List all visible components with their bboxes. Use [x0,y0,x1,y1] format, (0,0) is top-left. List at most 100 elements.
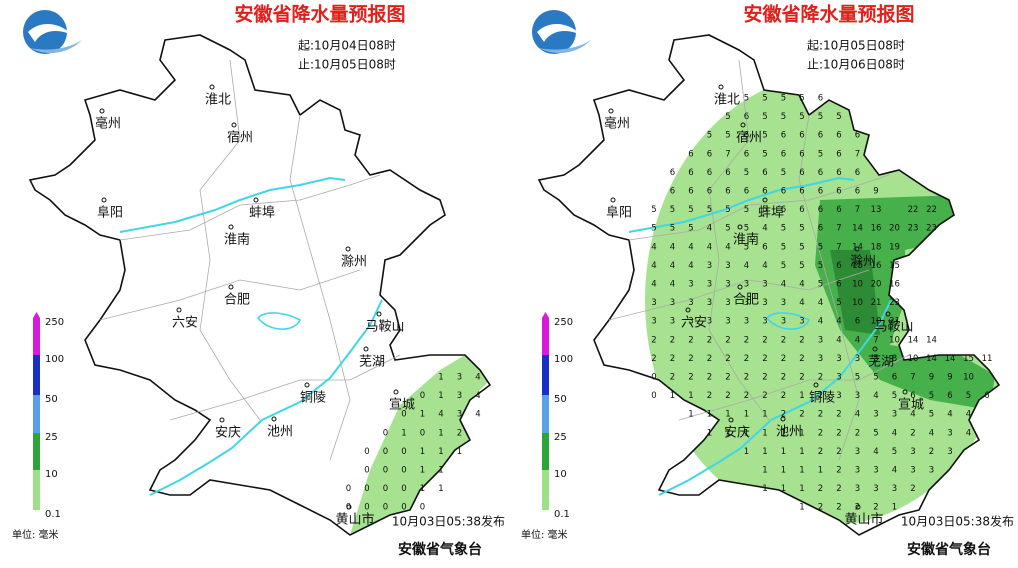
rain-value: 3 [762,317,767,327]
rain-value: 3 [818,335,823,345]
rain-value: 4 [707,242,712,252]
rain-value: 2 [855,503,860,513]
rain-value: 1 [438,484,443,494]
city-label: 池州 [267,425,293,440]
rain-value: 1 [799,503,804,513]
rain-value: 5 [799,112,804,122]
legend-label: 100 [45,354,64,365]
rain-value: 3 [873,484,878,494]
legend-swatch [542,395,549,433]
rain-value: 23 [908,224,919,234]
rain-value: 2 [818,391,823,401]
rain-value: 1 [707,410,712,420]
rain-value: 5 [799,261,804,271]
rain-value: 11 [982,354,993,364]
rain-value: 4 [651,280,656,290]
rain-value: 3 [670,298,675,308]
legend-swatch [542,318,549,355]
rain-value: 4 [651,242,656,252]
rain-value: 1 [438,447,443,457]
rain-value: 3 [688,298,693,308]
rain-value: 1 [420,466,425,476]
rain-value: 5 [725,224,730,234]
city-label: 马鞍山 [874,319,913,335]
rain-value: 2 [707,354,712,364]
rain-value: 0 [383,428,388,438]
rain-value: 1 [892,503,897,513]
city-dot [393,389,399,395]
rain-value: 7 [910,373,915,383]
rain-value: 6 [836,149,841,159]
rain-value: 2 [836,484,841,494]
issued-time: 10月03日05:38发布 [901,514,1014,529]
rain-value: 4 [781,280,786,290]
rain-value: 2 [818,503,823,513]
rain-value: 6 [818,131,823,141]
rain-value: 2 [744,391,749,401]
rain-value: 5 [762,94,767,104]
rain-value: 5 [929,391,934,401]
rain-value: 4 [707,224,712,234]
rain-value: 2 [873,503,878,513]
rain-value: 6 [799,205,804,215]
rain-value: 5 [707,131,712,141]
rain-value: 1 [457,447,462,457]
rain-value: 5 [855,373,860,383]
rain-areas [350,75,999,535]
rain-value: 6 [781,131,786,141]
rain-value: 4 [910,410,915,420]
rain-value: 6 [818,205,823,215]
rain-value: 9 [873,187,878,197]
legend-swatch [33,355,40,395]
rain-value: 6 [688,168,693,178]
unit-label: 单位: 毫米 [12,528,59,541]
rain-value: 5 [818,242,823,252]
rain-value: 16 [871,224,882,234]
rain-value: 2 [818,484,823,494]
rain-value: 4 [966,428,971,438]
rain-value: 16 [871,261,882,271]
rain-value: 3 [744,317,749,327]
rain-value: 2 [781,335,786,345]
rain-value: 2 [725,391,730,401]
rain-value: 2 [670,354,675,364]
rain-value: 2 [781,373,786,383]
rain-value: 1 [818,466,823,476]
rain-value: 5 [781,168,786,178]
rain-value: 2 [836,503,841,513]
legend-label: 50 [45,394,58,405]
rain-value: 14 [926,354,937,364]
rain-value: 3 [855,391,860,401]
rain-value: 3 [799,317,804,327]
city-dot [872,346,878,352]
rain-value: 10 [871,317,882,327]
end-time: 止:10月06日08时 [807,58,905,72]
rain-value: 4 [873,391,878,401]
rain-value: 2 [457,428,462,438]
rain-value: 2 [799,335,804,345]
city-label: 池州 [776,425,802,440]
rain-value: 5 [744,242,749,252]
legend-swatch [33,318,40,355]
rain-value: 20 [889,224,900,234]
rain-value: 14 [908,335,919,345]
rain-value: 0 [383,484,388,494]
rain-value: 5 [799,242,804,252]
rain-value: 0 [420,503,425,513]
rain-value: 1 [799,484,804,494]
rain-value: 2 [855,428,860,438]
rain-value: 5 [929,410,934,420]
rain-value: 3 [725,261,730,271]
rain-value: 3 [947,428,952,438]
rain-value: 2 [836,447,841,457]
rain-value: 13 [871,205,882,215]
rain-value: 3 [910,466,915,476]
legend-label: 25 [45,432,58,443]
rain-value: 6 [818,94,823,104]
rain-value: 2 [707,373,712,383]
rain-value: 2 [688,354,693,364]
rain-value: 5 [781,112,786,122]
city-label: 阜阳 [606,205,632,221]
rain-value: 3 [836,354,841,364]
rain-value: 1 [744,428,749,438]
